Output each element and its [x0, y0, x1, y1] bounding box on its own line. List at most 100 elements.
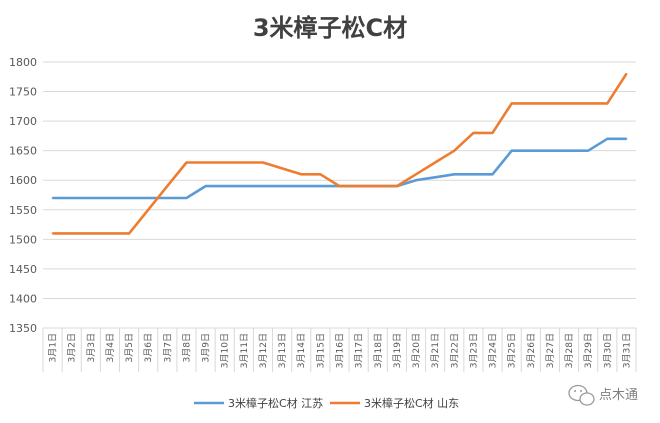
data-point	[491, 173, 494, 176]
data-point	[549, 149, 551, 152]
data-point	[166, 197, 169, 199]
x-tick-label: 3月21日	[430, 333, 441, 368]
y-tick-label: 1500	[9, 233, 37, 246]
series-line-0	[52, 137, 627, 200]
gridlines	[42, 61, 637, 372]
data-point	[491, 132, 494, 134]
data-point	[109, 197, 111, 199]
x-tick-label: 3月2日	[67, 333, 78, 362]
x-tick-label: 3月23日	[468, 333, 479, 368]
data-point	[223, 185, 226, 188]
x-tick-label: 3月26日	[526, 333, 537, 368]
x-tick-label: 3月24日	[488, 333, 499, 368]
data-point	[185, 197, 188, 199]
data-point	[89, 197, 92, 199]
data-point	[185, 161, 188, 164]
data-point	[70, 197, 73, 199]
data-point	[300, 173, 303, 176]
x-tick-label: 3月29日	[583, 333, 594, 368]
watermark: 点木通	[568, 384, 638, 406]
data-point	[204, 185, 207, 188]
data-point	[415, 173, 417, 176]
data-point	[587, 102, 590, 105]
data-point	[606, 137, 609, 140]
data-point	[395, 185, 398, 188]
x-tick-label: 3月9日	[201, 333, 212, 362]
data-point	[319, 173, 322, 176]
data-point	[204, 161, 207, 164]
wechat-icon	[568, 384, 595, 406]
data-point	[529, 102, 532, 105]
data-point	[147, 208, 150, 211]
x-tick-label: 3月11日	[239, 333, 250, 368]
legend-label-1: 3米樟子松C材 山东	[364, 396, 459, 410]
data-point	[128, 197, 130, 199]
x-tick-label: 3月31日	[621, 333, 632, 368]
x-tick-label: 3月6日	[143, 333, 154, 362]
data-point	[472, 173, 475, 176]
x-tick-label: 3月13日	[277, 333, 288, 368]
data-point	[242, 185, 245, 188]
data-point	[510, 149, 513, 152]
data-point	[606, 102, 609, 105]
x-axis-ticks: 3月1日 3月2日 3月3日 3月4日 3月5日 3月6日 3月7日 3月8日 3月9日 3月10…	[48, 333, 633, 368]
x-tick-label: 3月30日	[602, 333, 613, 368]
y-tick-label: 1350	[9, 322, 37, 335]
data-point	[568, 102, 570, 105]
x-tick-label: 3月17日	[354, 333, 365, 368]
series-lines	[51, 72, 628, 235]
data-point	[434, 176, 437, 179]
legend: 3米樟子松C材 江苏 3米樟子松C材 山东	[194, 396, 459, 410]
data-point	[147, 197, 150, 199]
data-point	[51, 232, 54, 235]
x-tick-label: 3月7日	[162, 333, 173, 362]
watermark-text: 点木通	[599, 388, 638, 403]
data-point	[70, 232, 73, 235]
data-point	[128, 232, 130, 235]
x-tick-label: 3月12日	[258, 333, 269, 368]
data-point	[242, 161, 245, 164]
data-point	[529, 149, 532, 152]
data-point	[281, 167, 284, 170]
x-tick-label: 3月28日	[564, 333, 575, 368]
data-point	[472, 132, 475, 134]
data-point	[166, 185, 169, 188]
y-tick-label: 1550	[9, 204, 37, 217]
chart-title: 3米樟子松C材	[253, 14, 407, 42]
y-tick-label: 1700	[9, 115, 37, 128]
y-tick-label: 1450	[9, 263, 37, 276]
x-tick-label: 3月4日	[105, 333, 116, 362]
x-tick-label: 3月25日	[507, 333, 518, 368]
x-tick-label: 3月20日	[411, 333, 422, 368]
data-point	[510, 102, 513, 105]
data-point	[281, 185, 284, 188]
x-tick-label: 3月8日	[181, 333, 192, 362]
data-point	[453, 173, 456, 176]
x-tick-label: 3月22日	[449, 333, 460, 368]
data-point	[51, 197, 54, 199]
x-tick-label: 3月15日	[315, 333, 326, 368]
x-tick-label: 3月5日	[124, 333, 135, 362]
y-axis-ticks: 1350 1400 1450 1500 1550 1600 1650 1700 1750 1800	[9, 56, 37, 335]
data-point	[453, 149, 456, 152]
data-point	[300, 185, 303, 188]
y-tick-label: 1800	[9, 56, 37, 69]
data-point	[549, 102, 551, 105]
data-point	[625, 137, 628, 140]
legend-label-0: 3米樟子松C材 江苏	[228, 396, 323, 410]
x-tick-label: 3月19日	[392, 333, 403, 368]
data-point	[434, 161, 437, 164]
data-point	[587, 149, 590, 152]
data-point	[319, 185, 322, 188]
data-point	[625, 72, 628, 75]
data-point	[89, 232, 92, 235]
data-point	[568, 149, 570, 152]
x-tick-label: 3月3日	[86, 333, 97, 362]
x-tick-label: 3月16日	[335, 333, 346, 368]
x-tick-label: 3月27日	[545, 333, 556, 368]
y-tick-label: 1600	[9, 174, 37, 187]
data-point	[109, 232, 111, 235]
x-tick-label: 3月10日	[220, 333, 231, 368]
